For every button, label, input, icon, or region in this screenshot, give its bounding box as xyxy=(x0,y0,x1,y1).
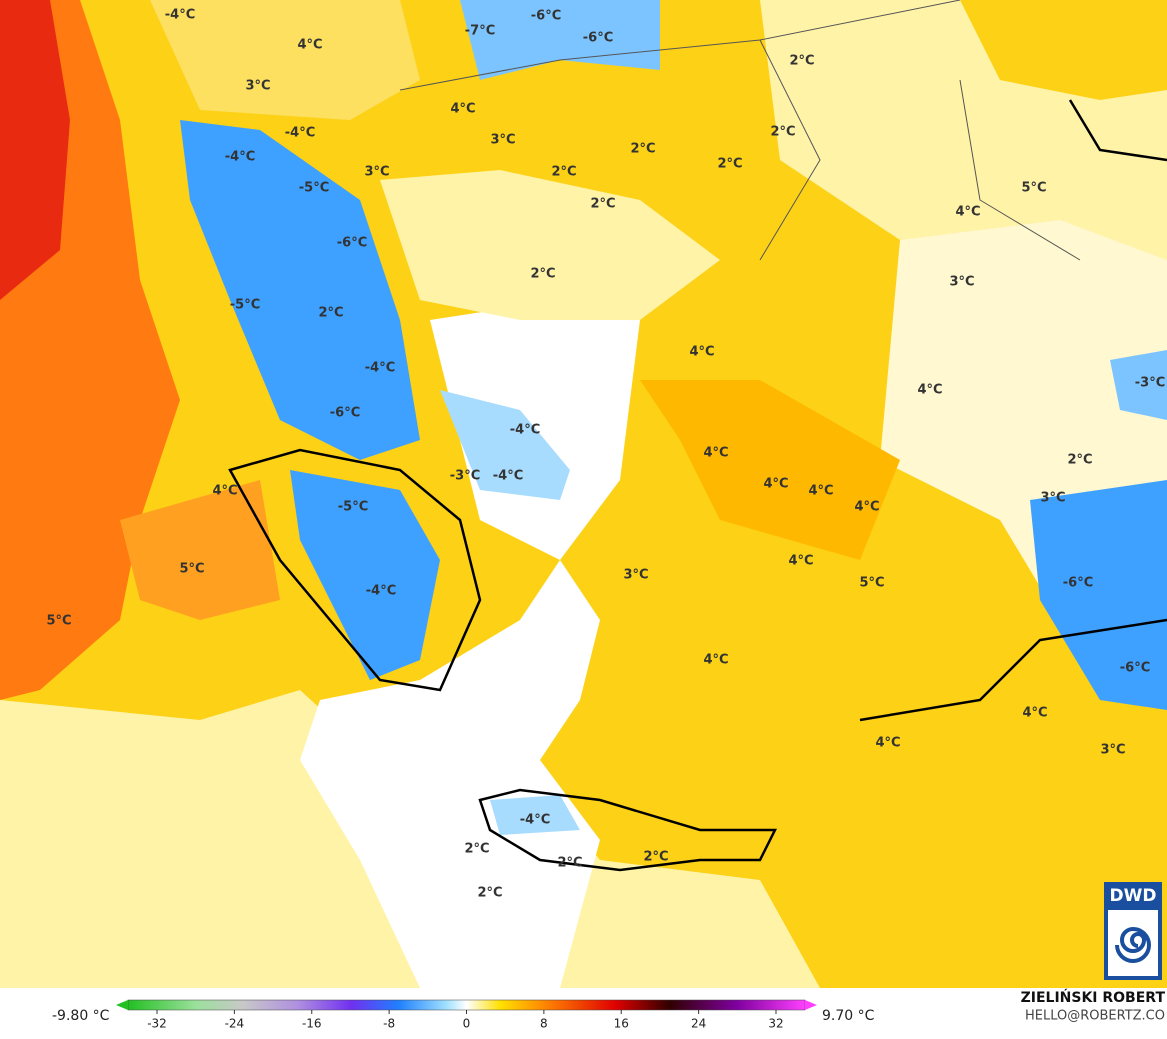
map xyxy=(0,0,1167,988)
temperature-label: 2°C xyxy=(464,842,489,857)
temperature-label: -4°C xyxy=(366,584,396,599)
temperature-label: 4°C xyxy=(917,383,942,398)
colorbar-gradient xyxy=(127,999,806,1011)
logo-text: DWD xyxy=(1110,886,1157,906)
colorbar-tick-label: 24 xyxy=(691,1017,706,1031)
temperature-label: 5°C xyxy=(179,562,204,577)
temperature-label: 2°C xyxy=(789,54,814,69)
temperature-label: 4°C xyxy=(297,38,322,53)
temperature-label: 2°C xyxy=(551,165,576,180)
temperature-label: 3°C xyxy=(1100,743,1125,758)
contact: HELLO@ROBERTZ.CO xyxy=(1025,1009,1165,1024)
temperature-label: -4°C xyxy=(285,126,315,141)
temperature-label: 2°C xyxy=(318,306,343,321)
temperature-label: 4°C xyxy=(788,554,813,569)
temperature-label: 4°C xyxy=(703,446,728,461)
temperature-label: 2°C xyxy=(1067,453,1092,468)
colorbar-tick-label: -24 xyxy=(225,1017,245,1031)
temperature-label: 4°C xyxy=(450,102,475,117)
temperature-label: -6°C xyxy=(1120,661,1150,676)
colorbar-arrow-high xyxy=(805,1000,817,1010)
temperature-label: -6°C xyxy=(1063,576,1093,591)
temperature-label: -4°C xyxy=(165,8,195,23)
temperature-label: 2°C xyxy=(717,157,742,172)
temperature-label: -5°C xyxy=(299,181,329,196)
temperature-label: -6°C xyxy=(531,9,561,24)
dwd-logo: DWD xyxy=(1104,882,1162,980)
temperature-label: -6°C xyxy=(330,406,360,421)
temperature-label: 3°C xyxy=(490,133,515,148)
temperature-label: 3°C xyxy=(1040,491,1065,506)
colorbar: -32 -24 -16 -8 0 8 16 24 32 xyxy=(116,999,817,1031)
temperature-label: -5°C xyxy=(338,500,368,515)
temperature-label: -3°C xyxy=(1135,376,1165,391)
temperature-label: 4°C xyxy=(854,500,879,515)
temperature-label: -5°C xyxy=(230,298,260,313)
temperature-label: 4°C xyxy=(875,736,900,751)
temperature-label: 4°C xyxy=(1022,706,1047,721)
temperature-label: 3°C xyxy=(949,275,974,290)
colorbar-tick-label: 0 xyxy=(463,1017,471,1031)
temperature-label: -4°C xyxy=(365,361,395,376)
colorbar-max: 9.70 °C xyxy=(822,1008,875,1024)
colorbar-min: -9.80 °C xyxy=(52,1008,110,1024)
temperature-label: 5°C xyxy=(46,614,71,629)
author: ZIELIŃSKI ROBERT xyxy=(1021,988,1166,1006)
temperature-labels: -4°C -7°C -6°C -6°C 4°C 3°C 2°C 4°C 3°C -4°C -4°C 2… xyxy=(46,8,1165,901)
temperature-label: 2°C xyxy=(530,267,555,282)
temperature-label: -6°C xyxy=(583,31,613,46)
temperature-label: 2°C xyxy=(643,850,668,865)
temperature-label: 4°C xyxy=(689,345,714,360)
temperature-label: -4°C xyxy=(520,813,550,828)
temperature-label: 3°C xyxy=(245,79,270,94)
temperature-label: 4°C xyxy=(763,477,788,492)
temperature-label: -4°C xyxy=(510,423,540,438)
colorbar-tick-label: 8 xyxy=(540,1017,548,1031)
temperature-label: 5°C xyxy=(1021,181,1046,196)
temperature-label: 3°C xyxy=(623,568,648,583)
temperature-label: 4°C xyxy=(808,484,833,499)
temperature-label: -6°C xyxy=(337,236,367,251)
temperature-label: -4°C xyxy=(225,150,255,165)
temperature-label: 4°C xyxy=(703,653,728,668)
temperature-label: -3°C xyxy=(450,469,480,484)
temperature-label: 2°C xyxy=(590,197,615,212)
colorbar-arrow-low xyxy=(116,1000,128,1010)
temperature-label: -7°C xyxy=(465,24,495,39)
temperature-label: 2°C xyxy=(557,856,582,871)
colorbar-tick-label: -32 xyxy=(147,1017,167,1031)
temperature-label: 4°C xyxy=(212,484,237,499)
temperature-label: 2°C xyxy=(477,886,502,901)
temperature-label: -4°C xyxy=(493,469,523,484)
temperature-label: 5°C xyxy=(859,576,884,591)
colorbar-tick-label: -16 xyxy=(302,1017,322,1031)
temperature-label: 2°C xyxy=(770,125,795,140)
temperature-label: 3°C xyxy=(364,165,389,180)
temperature-label: 2°C xyxy=(630,142,655,157)
temperature-label: 4°C xyxy=(955,205,980,220)
colorbar-tick-label: -8 xyxy=(383,1017,395,1031)
colorbar-tick-label: 16 xyxy=(614,1017,629,1031)
colorbar-tick-label: 32 xyxy=(768,1017,783,1031)
